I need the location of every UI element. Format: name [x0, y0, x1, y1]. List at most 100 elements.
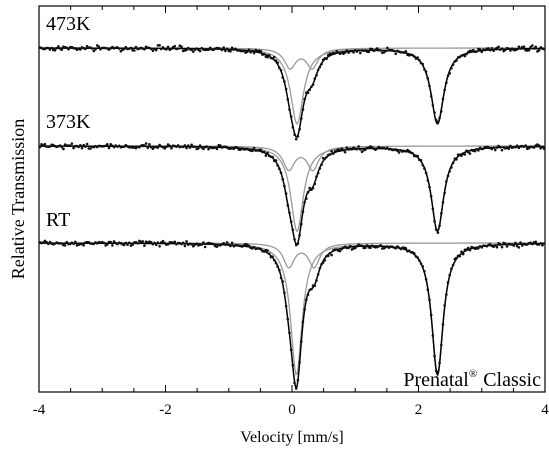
data-point: [451, 161, 455, 165]
total-fit-line: [39, 242, 546, 391]
data-point: [313, 284, 317, 288]
data-point: [126, 243, 129, 246]
product-suffix: Classic: [483, 369, 541, 391]
data-point: [499, 243, 502, 246]
data-point: [423, 68, 426, 71]
data-point: [305, 197, 308, 200]
data-point: [168, 144, 172, 148]
data-point: [429, 194, 433, 198]
data-point: [117, 144, 121, 148]
data-point: [219, 144, 222, 147]
data-point: [375, 47, 379, 50]
data-point: [215, 147, 219, 151]
x-tick-label: 0: [288, 402, 296, 418]
data-point: [271, 155, 274, 159]
data-point: [448, 72, 452, 75]
data-point: [117, 47, 121, 50]
data-point: [224, 243, 227, 246]
sub-spectrum-b-line: [39, 145, 545, 172]
data-point: [379, 49, 382, 52]
data-point: [507, 47, 511, 50]
data-point: [446, 174, 450, 178]
data-point: [504, 242, 507, 245]
data-point: [515, 144, 519, 147]
data-point: [439, 343, 443, 347]
data-point: [477, 246, 480, 250]
data-point: [493, 244, 497, 247]
data-point: [517, 146, 521, 150]
data-point: [296, 378, 300, 382]
data-point: [50, 46, 53, 50]
data-point: [143, 244, 146, 247]
data-point: [394, 52, 398, 56]
data-point: [315, 73, 318, 77]
data-point: [305, 298, 308, 302]
data-point: [89, 147, 92, 150]
data-point: [301, 108, 305, 111]
data-point: [463, 153, 467, 156]
data-point: [507, 147, 511, 151]
data-point: [151, 147, 155, 151]
data-point: [294, 137, 298, 141]
data-point: [170, 146, 173, 150]
data-point: [492, 146, 495, 150]
data-point: [298, 127, 301, 131]
series-label: RT: [46, 209, 70, 231]
data-point: [463, 54, 467, 58]
data-point: [301, 320, 305, 324]
data-point: [259, 49, 263, 53]
data-point: [230, 241, 234, 245]
data-point: [298, 233, 301, 237]
data-point: [404, 246, 408, 250]
data-point: [374, 48, 377, 52]
data-point: [48, 240, 52, 244]
data-point: [106, 243, 109, 246]
data-point: [288, 331, 291, 335]
data-point: [450, 166, 453, 169]
data-point: [448, 273, 452, 277]
data-point: [225, 241, 229, 244]
data-point: [355, 147, 359, 151]
data-point: [299, 340, 303, 343]
data-point: [267, 252, 271, 256]
data-point: [185, 240, 188, 243]
data-point: [303, 200, 306, 204]
data-point: [55, 46, 59, 50]
data-point: [279, 276, 283, 280]
data-point: [138, 145, 141, 149]
data-point: [418, 259, 421, 262]
data-point: [438, 361, 441, 365]
data-point: [468, 248, 472, 252]
data-point: [466, 246, 470, 250]
data-point: [129, 46, 133, 50]
data-point: [431, 334, 435, 337]
data-point: [272, 258, 276, 262]
data-point: [531, 242, 534, 246]
data-point: [281, 177, 285, 181]
data-point: [439, 212, 443, 215]
data-point: [421, 265, 425, 268]
sub-spectrum-a-line: [38, 145, 546, 233]
data-point: [57, 45, 60, 48]
x-axis-label: Velocity [mm/s]: [240, 429, 344, 446]
data-point: [306, 91, 310, 95]
data-point: [436, 120, 440, 124]
data-point: [288, 211, 291, 215]
data-point: [190, 143, 193, 147]
data-point: [46, 46, 50, 50]
data-point: [165, 48, 168, 51]
data-point: [296, 135, 300, 138]
product-annotation: Prenatal® Classic: [403, 368, 541, 391]
data-point: [315, 279, 318, 282]
data-point: [316, 68, 320, 72]
data-point: [230, 46, 234, 50]
data-point: [144, 142, 148, 145]
data-point: [161, 45, 165, 49]
data-point: [338, 249, 342, 253]
data-point: [480, 246, 484, 249]
data-point: [84, 47, 87, 51]
data-point: [328, 251, 332, 255]
data-point: [325, 57, 328, 61]
data-point: [170, 47, 173, 50]
data-point: [353, 246, 357, 250]
